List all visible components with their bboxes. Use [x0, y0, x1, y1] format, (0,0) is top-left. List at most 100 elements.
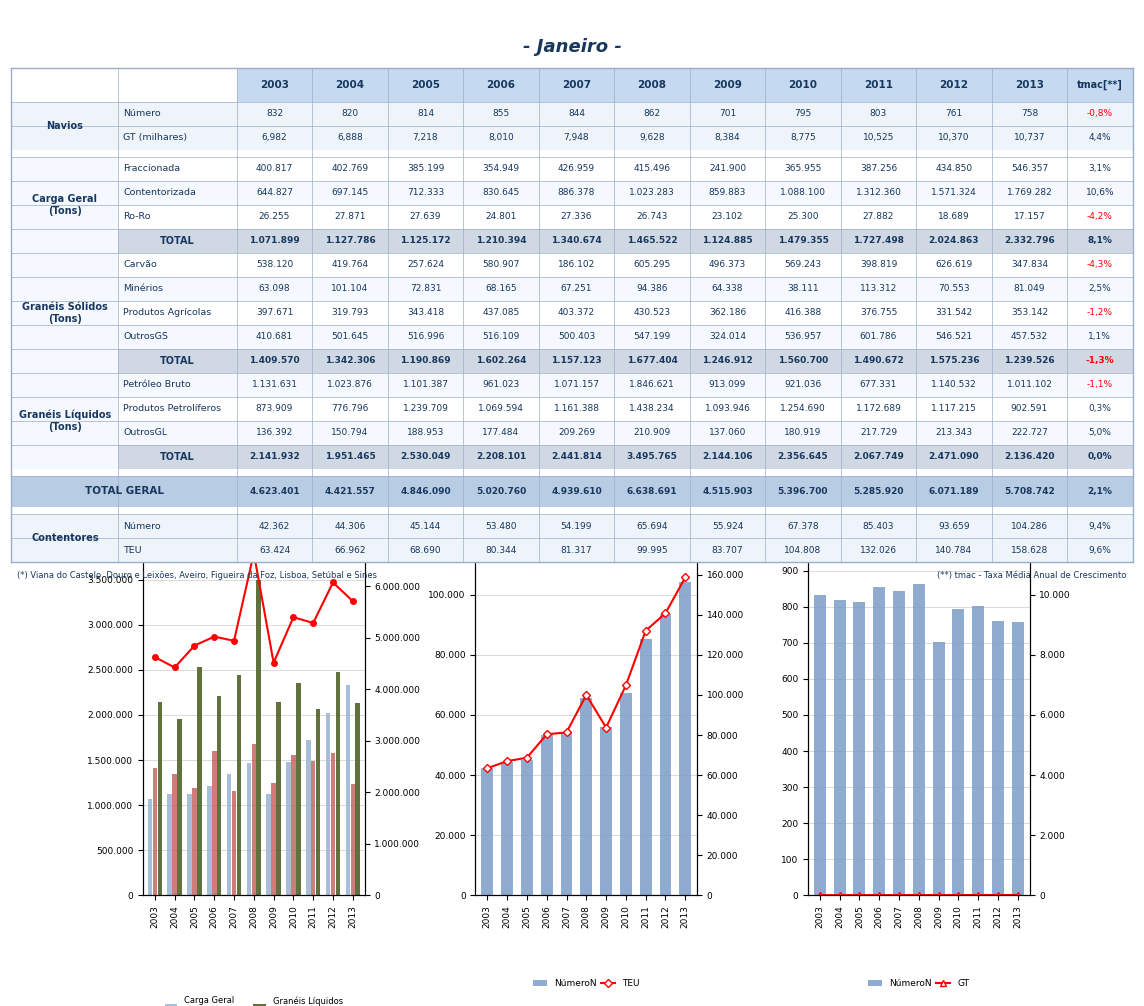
Text: 1.254.690: 1.254.690 — [780, 404, 826, 413]
Text: 761: 761 — [945, 110, 962, 119]
Text: 27.882: 27.882 — [863, 212, 895, 221]
Text: Ro-Ro: Ro-Ro — [124, 212, 151, 221]
Text: TOTAL: TOTAL — [160, 235, 194, 245]
Text: 113.312: 113.312 — [860, 285, 897, 294]
Text: 902.591: 902.591 — [1011, 404, 1048, 413]
Text: 343.418: 343.418 — [407, 308, 444, 317]
Bar — [521, 760, 533, 895]
Text: 546.357: 546.357 — [1011, 165, 1048, 173]
Text: 434.850: 434.850 — [936, 165, 972, 173]
Text: 2.471.090: 2.471.090 — [929, 452, 979, 461]
Text: 580.907: 580.907 — [483, 261, 519, 270]
Bar — [335, 672, 340, 895]
Text: 5,0%: 5,0% — [1088, 429, 1111, 438]
Text: 886.378: 886.378 — [558, 188, 595, 197]
Text: 2008: 2008 — [637, 80, 667, 91]
Text: 1.246.912: 1.246.912 — [702, 356, 753, 365]
Text: 3.495.765: 3.495.765 — [627, 452, 677, 461]
Text: 1.190.869: 1.190.869 — [400, 356, 451, 365]
Text: 1.560.700: 1.560.700 — [778, 356, 828, 365]
Text: 601.786: 601.786 — [860, 332, 897, 341]
Text: 496.373: 496.373 — [709, 261, 746, 270]
Text: Produtos Petrolíferos: Produtos Petrolíferos — [124, 404, 221, 413]
Text: 85.403: 85.403 — [863, 522, 895, 531]
Text: 5.708.742: 5.708.742 — [1004, 487, 1055, 496]
Bar — [580, 698, 593, 895]
Text: 10,525: 10,525 — [863, 134, 895, 142]
Bar — [953, 609, 964, 895]
Text: -4,3%: -4,3% — [1087, 261, 1113, 270]
Text: 5.285.920: 5.285.920 — [853, 487, 904, 496]
Text: 1.239.709: 1.239.709 — [403, 404, 448, 413]
Text: 331.542: 331.542 — [936, 308, 972, 317]
Text: 140.784: 140.784 — [936, 545, 972, 554]
Legend: NúmeroN, TEU: NúmeroN, TEU — [530, 976, 643, 992]
Text: 2.530.049: 2.530.049 — [400, 452, 451, 461]
Text: 4.939.610: 4.939.610 — [551, 487, 602, 496]
Bar — [232, 791, 237, 895]
Text: 53.480: 53.480 — [485, 522, 517, 531]
Text: 68.165: 68.165 — [485, 285, 517, 294]
Text: 4.623.401: 4.623.401 — [249, 487, 300, 496]
Bar — [173, 775, 177, 895]
Text: -1,3%: -1,3% — [1086, 356, 1114, 365]
Text: 862: 862 — [643, 110, 660, 119]
Text: 516.109: 516.109 — [483, 332, 519, 341]
Text: 913.099: 913.099 — [709, 380, 746, 389]
Text: Carvão: Carvão — [124, 261, 157, 270]
Text: 99.995: 99.995 — [636, 545, 668, 554]
Text: 795: 795 — [794, 110, 811, 119]
Text: 1.125.172: 1.125.172 — [400, 236, 451, 245]
Text: 419.764: 419.764 — [332, 261, 368, 270]
Bar — [177, 719, 182, 895]
Text: 2007: 2007 — [562, 80, 591, 91]
Text: 81.317: 81.317 — [561, 545, 593, 554]
Text: 8,1%: 8,1% — [1088, 236, 1112, 245]
Text: 94.386: 94.386 — [636, 285, 668, 294]
Text: 2.144.106: 2.144.106 — [702, 452, 753, 461]
Text: 80.344: 80.344 — [485, 545, 517, 554]
Text: 213.343: 213.343 — [936, 429, 972, 438]
Text: 54.199: 54.199 — [561, 522, 593, 531]
Bar — [853, 602, 865, 895]
Bar — [345, 685, 350, 895]
Text: 1.127.786: 1.127.786 — [325, 236, 375, 245]
Text: 1.093.946: 1.093.946 — [705, 404, 750, 413]
Text: 2.356.645: 2.356.645 — [778, 452, 828, 461]
Text: - Janeiro -: - Janeiro - — [523, 38, 621, 55]
Text: 2,5%: 2,5% — [1088, 285, 1111, 294]
Text: 1,1%: 1,1% — [1088, 332, 1111, 341]
Text: 415.496: 415.496 — [634, 165, 670, 173]
Text: 8,010: 8,010 — [488, 134, 514, 142]
Text: TOTAL GERAL: TOTAL GERAL — [85, 487, 164, 496]
Text: OutrosGL: OutrosGL — [124, 429, 167, 438]
Text: 1.011.102: 1.011.102 — [1007, 380, 1052, 389]
Bar — [501, 763, 513, 895]
Text: 4.846.090: 4.846.090 — [400, 487, 451, 496]
Text: Número: Número — [124, 522, 160, 531]
Bar — [873, 586, 885, 895]
Text: 158.628: 158.628 — [1011, 545, 1048, 554]
Bar — [601, 727, 612, 895]
Bar — [158, 702, 162, 895]
Text: 402.769: 402.769 — [332, 165, 368, 173]
Bar — [972, 606, 984, 895]
Text: 1.951.465: 1.951.465 — [325, 452, 375, 461]
Text: 2.067.749: 2.067.749 — [853, 452, 904, 461]
Text: (*) Viana do Castelo, Douro e Leixões, Aveiro, Figueira da Foz, Lisboa, Setúbal : (*) Viana do Castelo, Douro e Leixões, A… — [17, 570, 378, 579]
Text: tmac[**]: tmac[**] — [1077, 79, 1122, 91]
Text: 101.104: 101.104 — [332, 285, 368, 294]
Text: 1.131.631: 1.131.631 — [252, 380, 297, 389]
Text: 132.026: 132.026 — [860, 545, 897, 554]
Bar — [247, 764, 252, 895]
Bar — [291, 754, 295, 895]
Text: 501.645: 501.645 — [332, 332, 368, 341]
Text: 1.071.157: 1.071.157 — [554, 380, 599, 389]
Title: Movimento  de Mercadorias: Movimento de Mercadorias — [157, 518, 351, 531]
Text: 5.020.760: 5.020.760 — [476, 487, 526, 496]
Text: -0,8%: -0,8% — [1087, 110, 1113, 119]
Text: 2,1%: 2,1% — [1088, 487, 1112, 496]
Bar — [326, 712, 331, 895]
Text: 1.071.899: 1.071.899 — [249, 236, 300, 245]
Text: 177.484: 177.484 — [483, 429, 519, 438]
